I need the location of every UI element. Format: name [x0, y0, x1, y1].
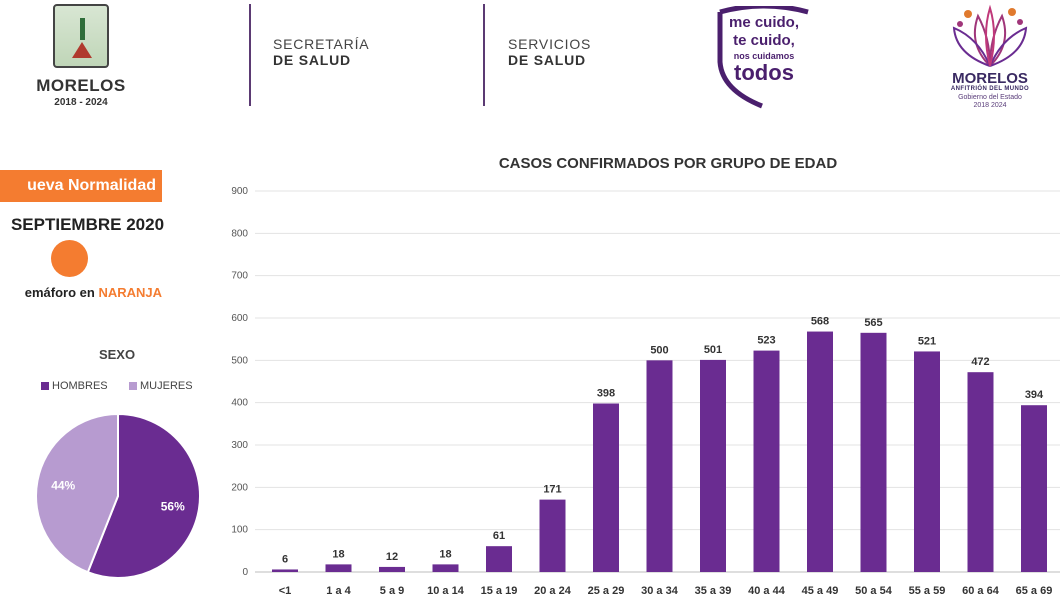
pie-label-mujeres: 44% — [51, 479, 75, 493]
bar-value-label: 6 — [282, 553, 288, 565]
y-tick-label: 500 — [231, 355, 248, 366]
shield-icon — [717, 6, 809, 109]
semaforo-color: NARANJA — [98, 285, 162, 300]
slogan-line1: me cuido, — [728, 14, 799, 31]
bar-value-label: 500 — [650, 344, 668, 356]
x-tick-label: 20 a 24 — [534, 585, 572, 597]
secretaria-line1: SECRETARÍA — [273, 36, 370, 52]
header-divider — [249, 4, 251, 106]
header-divider — [483, 4, 485, 106]
x-tick-label: 50 a 54 — [855, 585, 893, 597]
bar-value-label: 12 — [386, 551, 398, 563]
semaforo-light-icon — [51, 240, 88, 277]
right-logo-tagline: ANFITRIÓN DEL MUNDO — [950, 86, 1030, 92]
x-tick-label: 60 a 64 — [962, 585, 1000, 597]
x-tick-label: 40 a 44 — [748, 585, 786, 597]
right-logo-years: 2018 2024 — [973, 102, 1007, 109]
x-tick-label: 25 a 29 — [588, 585, 625, 597]
right-logo-subtitle: Gobierno del Estado — [958, 94, 1022, 101]
bar-value-label: 61 — [493, 530, 505, 542]
y-tick-label: 700 — [231, 271, 248, 282]
semaforo-prefix: emáforo en — [24, 285, 95, 300]
x-tick-label: 55 a 59 — [909, 585, 946, 597]
bar-value-label: 501 — [704, 344, 722, 356]
bar-15-a-19 — [486, 546, 512, 572]
y-tick-label: 300 — [231, 440, 248, 451]
pie-slice-mujeres — [35, 412, 119, 574]
secretaria-line2: DE SALUD — [273, 52, 351, 68]
y-tick-label: 100 — [231, 525, 248, 536]
bar-40-a-44 — [753, 350, 780, 572]
secretaria-logo: SECRETARÍA DE SALUD — [273, 36, 369, 68]
bar-25-a-29 — [593, 403, 619, 572]
bar-value-label: 398 — [597, 388, 615, 400]
bar-value-label: 472 — [971, 356, 989, 368]
legend-item-hombres: HOMBRES — [41, 380, 108, 392]
pie-label-hombres: 56% — [161, 499, 185, 513]
bar-chart-title: CASOS CONFIRMADOS POR GRUPO DE EDAD — [498, 155, 838, 172]
slogan-shield-logo: me cuido, te cuido, nos cuidamos todos — [716, 6, 812, 110]
slogan-line4: todos — [734, 60, 794, 85]
bar-35-a-39 — [700, 359, 726, 572]
bar-value-label: 394 — [1025, 389, 1044, 401]
x-tick-label: 10 a 14 — [427, 585, 465, 597]
nueva-normalidad-banner: ueva Normalidad — [0, 170, 162, 202]
x-tick-label: 35 a 39 — [695, 585, 732, 597]
pie-title: SEXO — [98, 347, 136, 362]
bar-value-label: 171 — [543, 484, 561, 496]
bar-50-a-54 — [860, 332, 887, 572]
semaforo-status: emáforo en NARANJA — [0, 285, 162, 300]
gov-logo-name: MORELOS — [36, 76, 126, 95]
y-tick-label: 0 — [242, 567, 248, 578]
bar-65-a-69 — [1021, 405, 1047, 572]
legend-swatch-mujeres — [129, 382, 137, 391]
bar-30-a-34 — [646, 360, 673, 572]
pie-slice-hombres — [86, 412, 201, 579]
lotus-icon — [948, 4, 1032, 70]
y-tick-label: 400 — [231, 398, 248, 409]
x-tick-label: 65 a 69 — [1016, 585, 1053, 597]
bar-value-label: 18 — [439, 548, 451, 560]
y-tick-label: 600 — [231, 313, 248, 324]
slogan-line2: te cuido, — [733, 32, 795, 49]
legend-label-hombres: HOMBRES — [52, 380, 108, 392]
bar-value-label: 568 — [811, 316, 829, 328]
slogan-line3: nos cuidamos — [733, 51, 795, 61]
y-tick-label: 800 — [231, 228, 248, 239]
bar--1 — [272, 569, 298, 572]
bar-1-a-4 — [325, 564, 352, 572]
x-tick-label: 1 a 4 — [326, 585, 351, 597]
y-tick-label: 900 — [231, 186, 248, 197]
bar-45-a-49 — [807, 331, 833, 572]
y-tick-label: 200 — [231, 482, 248, 493]
gov-logo-years: 2018 - 2024 — [54, 97, 108, 108]
x-tick-label: <1 — [279, 585, 292, 597]
x-tick-label: 5 a 9 — [380, 585, 404, 597]
bar-60-a-64 — [967, 372, 994, 572]
bar-value-label: 523 — [757, 335, 775, 347]
legend-swatch-hombres — [41, 382, 49, 391]
x-tick-label: 45 a 49 — [802, 585, 839, 597]
bar-value-label: 521 — [918, 335, 936, 347]
bar-value-label: 18 — [332, 548, 344, 560]
right-logo-name: MORELOS — [952, 70, 1028, 87]
servicios-line1: SERVICIOS — [508, 36, 592, 52]
x-tick-label: 30 a 34 — [641, 585, 679, 597]
legend-label-mujeres: MUJERES — [140, 380, 193, 392]
bar-20-a-24 — [539, 499, 566, 572]
morelos-seal-logo — [53, 4, 109, 68]
sexo-pie-chart: 56% 44% — [35, 412, 201, 579]
servicios-logo: SERVICIOS DE SALUD — [508, 36, 591, 68]
x-tick-label: 15 a 19 — [481, 585, 518, 597]
legend-item-mujeres: MUJERES — [129, 380, 193, 392]
bar-value-label: 565 — [864, 317, 882, 329]
bar-5-a-9 — [379, 566, 405, 572]
bar-55-a-59 — [914, 351, 940, 572]
bar-10-a-14 — [432, 564, 459, 572]
servicios-line2: DE SALUD — [508, 52, 586, 68]
report-date: SEPTIEMBRE 2020 — [10, 215, 165, 234]
